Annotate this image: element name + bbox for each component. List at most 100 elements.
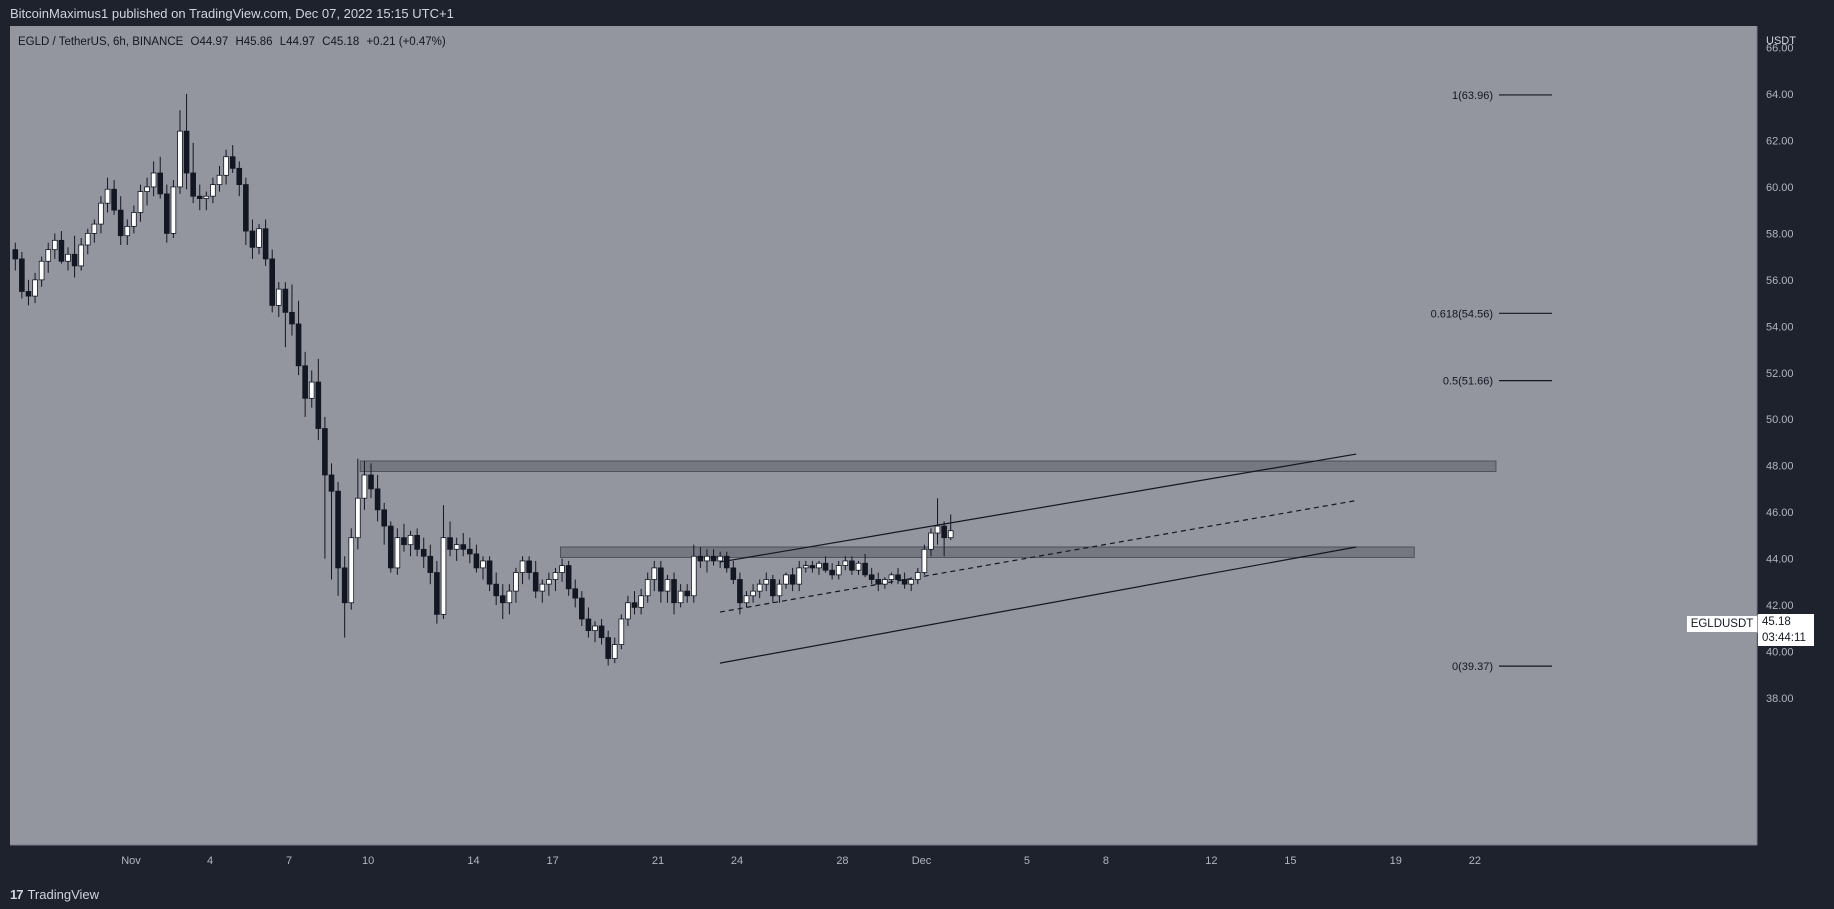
candle <box>295 300 302 376</box>
symbol-legend[interactable]: EGLD / TetherUS, 6h, BINANCE O44.97 H45.… <box>18 36 446 48</box>
candle <box>210 177 216 204</box>
candle-body <box>783 574 789 585</box>
candle-body <box>506 590 513 604</box>
candle <box>387 521 394 573</box>
candle <box>32 272 38 304</box>
candle-body <box>638 595 644 608</box>
candle <box>756 579 763 599</box>
candle-body <box>262 228 269 260</box>
time-tick-label: 5 <box>1024 855 1030 867</box>
candle <box>625 595 631 626</box>
candle-body <box>539 583 546 592</box>
candle-body <box>91 223 98 234</box>
candle-body <box>65 253 71 262</box>
candle-body <box>809 565 816 569</box>
price-tick-label: 40.00 <box>1766 647 1794 659</box>
last-price-tag: 45.18 03:44:11 <box>1758 614 1814 646</box>
candle-body <box>546 579 552 585</box>
candle <box>78 238 84 271</box>
candle <box>664 574 671 603</box>
candle <box>888 572 895 585</box>
candle-body <box>605 637 611 659</box>
candle <box>447 521 453 557</box>
candle-body <box>256 228 262 248</box>
candle-body <box>704 555 710 562</box>
candle <box>644 572 651 603</box>
candle <box>934 498 941 545</box>
candle-body <box>552 572 559 580</box>
candle <box>394 528 401 575</box>
candle-body <box>420 548 427 557</box>
candle <box>12 242 19 271</box>
candle <box>401 523 407 552</box>
sr-zone-0 <box>359 460 1497 472</box>
candle-body <box>407 534 414 546</box>
candle-body <box>493 583 499 597</box>
candle-body <box>499 595 506 604</box>
price-tick-label: 56.00 <box>1766 275 1794 287</box>
candle-body <box>170 186 177 234</box>
candle-body <box>750 590 756 597</box>
candle <box>743 591 750 608</box>
candle <box>776 579 783 603</box>
legend-close-key: C <box>322 36 331 48</box>
candle-body <box>249 230 256 248</box>
publisher-bar: BitcoinMaximus1 published on TradingView… <box>0 0 1834 26</box>
candle-body <box>348 537 355 604</box>
candle-body <box>875 579 882 585</box>
price-tick-label: 42.00 <box>1766 600 1794 612</box>
candle <box>783 572 789 589</box>
legend-symbol: EGLD / TetherUS, 6h, BINANCE <box>18 36 184 48</box>
candle-body <box>374 488 381 511</box>
candle-body <box>717 555 723 562</box>
candle <box>177 110 183 194</box>
candle <box>25 279 32 306</box>
tradingview-logo-icon: 17 <box>10 886 24 902</box>
candle <box>671 572 677 615</box>
candle <box>855 560 862 575</box>
candle <box>467 537 473 564</box>
bar-countdown: 03:44:11 <box>1762 632 1806 644</box>
price-tick-label: 62.00 <box>1766 135 1794 147</box>
legend-close: 45.18 <box>330 36 360 48</box>
candle <box>526 556 532 580</box>
legend-low: 44.97 <box>286 36 315 48</box>
candle <box>434 560 440 624</box>
left-strip <box>0 26 10 845</box>
candle <box>822 556 829 573</box>
candle <box>84 228 91 255</box>
candle <box>98 196 104 234</box>
candle-body <box>355 497 361 539</box>
candle-body <box>177 130 183 188</box>
tradingview-logo[interactable]: 17 TradingView <box>10 885 99 903</box>
candle <box>150 161 157 197</box>
candle-body <box>802 565 809 569</box>
price-tick-label: 58.00 <box>1766 228 1794 240</box>
candle <box>453 537 460 561</box>
candle <box>111 179 117 215</box>
publisher-text: BitcoinMaximus1 published on TradingView… <box>10 6 454 21</box>
candle <box>256 224 262 255</box>
candle <box>361 461 368 510</box>
price-tick-label: 50.00 <box>1766 414 1794 426</box>
candle-body <box>131 212 137 227</box>
candle <box>651 560 658 592</box>
candles-layer <box>12 94 954 666</box>
candle <box>605 630 611 666</box>
candle <box>618 614 625 650</box>
candle <box>289 284 295 336</box>
time-tick-label: 4 <box>207 855 213 867</box>
candle <box>229 145 236 173</box>
candle <box>684 584 691 603</box>
candle-body <box>625 602 631 620</box>
candle <box>427 544 434 585</box>
sr-zone-1 <box>560 546 1415 558</box>
candle <box>414 528 420 557</box>
candle <box>407 530 414 557</box>
candle <box>809 560 816 573</box>
candle <box>190 142 196 204</box>
candle-body <box>796 567 803 585</box>
candle <box>901 572 908 589</box>
price-tick-label: 46.00 <box>1766 507 1794 519</box>
